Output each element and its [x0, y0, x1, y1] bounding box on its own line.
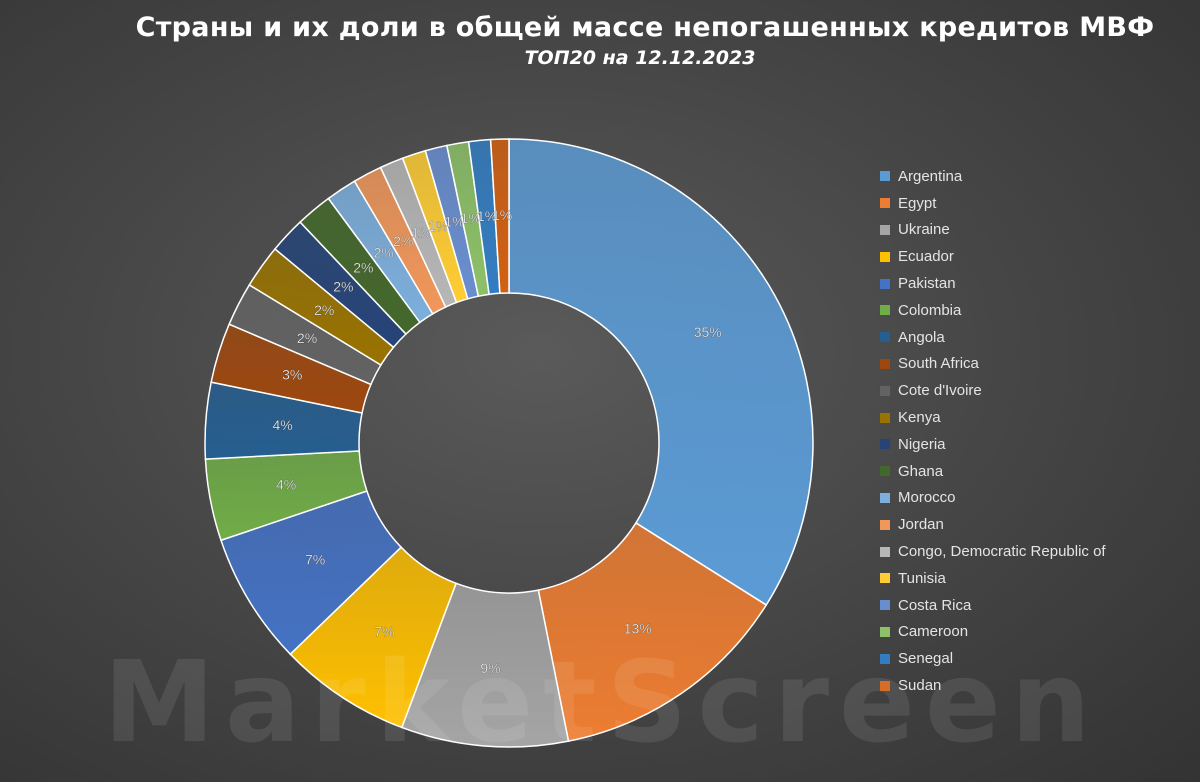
legend-swatch [880, 224, 890, 235]
legend-item: Cote d'Ivoire [880, 377, 1106, 404]
legend-swatch [880, 680, 890, 691]
data-label: 35% [694, 324, 722, 340]
data-label: 2% [297, 330, 317, 346]
data-label: 7% [305, 552, 325, 568]
data-label: 2% [353, 260, 373, 276]
legend-label: Congo, Democratic Republic of [898, 543, 1106, 561]
data-label: 9% [480, 660, 500, 676]
legend-swatch [880, 653, 890, 664]
legend-label: Argentina [898, 167, 963, 185]
legend-swatch [880, 278, 890, 289]
legend-label: Nigeria [898, 435, 946, 453]
data-label: 1% [411, 224, 431, 240]
data-label: 1% [477, 208, 497, 224]
legend-label: Senegal [898, 650, 954, 668]
chart-subtitle: ТОП20 на 12.12.2023 [524, 47, 756, 69]
legend-swatch [880, 546, 890, 557]
legend-swatch [880, 439, 890, 450]
legend-label: Ecuador [898, 248, 954, 266]
data-label: 1% [428, 218, 448, 234]
legend-label: Tunisia [898, 569, 946, 587]
legend-item: Kenya [880, 404, 1106, 431]
slice-argentina [508, 138, 814, 607]
legend-swatch [880, 332, 890, 343]
legend-item: Senegal [880, 645, 1106, 672]
legend-swatch [880, 466, 890, 477]
data-label: 1% [492, 207, 512, 223]
legend-label: Kenya [898, 409, 941, 427]
data-label: 3% [282, 366, 302, 382]
legend-swatch [880, 492, 890, 503]
chart-title: Страны и их доли в общей массе непогашен… [135, 12, 1155, 43]
legend-item: Cameroon [880, 619, 1106, 646]
legend-item: Tunisia [880, 565, 1106, 592]
legend-swatch [880, 305, 890, 316]
legend-swatch [880, 171, 890, 182]
data-label: 4% [276, 476, 296, 492]
legend-item: Colombia [880, 297, 1106, 324]
legend-swatch [880, 251, 890, 262]
legend-item: Pakistan [880, 270, 1106, 297]
legend-swatch [880, 519, 890, 530]
legend-label: Pakistan [898, 275, 956, 293]
slice-sudan [489, 138, 510, 295]
data-label: 7% [374, 623, 394, 639]
legend-item: Costa Rica [880, 592, 1106, 619]
legend-label: Colombia [898, 301, 962, 319]
data-label: 1% [461, 210, 481, 226]
legend-label: Costa Rica [898, 596, 972, 614]
legend-item: Morocco [880, 485, 1106, 512]
data-label: 2% [333, 279, 353, 295]
legend-swatch [880, 600, 890, 611]
legend-label: Cameroon [898, 623, 969, 641]
legend-swatch [880, 358, 890, 369]
legend-item: Egypt [880, 190, 1106, 217]
data-label: 1% [444, 213, 464, 229]
legend-item: Ukraine [880, 217, 1106, 244]
legend-item: Ghana [880, 458, 1106, 485]
data-label: 2% [393, 233, 413, 249]
data-label: 13% [624, 621, 652, 637]
legend-label: Morocco [898, 489, 956, 507]
legend-label: Angola [898, 328, 945, 346]
legend-swatch [880, 198, 890, 209]
legend-item: South Africa [880, 351, 1106, 378]
legend-swatch [880, 412, 890, 423]
data-label: 4% [273, 417, 293, 433]
slice-egypt [537, 521, 768, 743]
watermark: MarketScreen [103, 638, 1101, 768]
legend-item: Argentina [880, 163, 1106, 190]
legend-label: South Africa [898, 355, 979, 373]
legend-label: Jordan [898, 516, 944, 534]
legend-label: Ghana [898, 462, 944, 480]
legend-swatch [880, 573, 890, 584]
legend-item: Angola [880, 324, 1106, 351]
data-label: 2% [374, 244, 394, 260]
legend-label: Ukraine [898, 221, 950, 239]
legend-label: Sudan [898, 677, 942, 695]
legend-label: Egypt [898, 194, 937, 212]
legend-item: Congo, Democratic Republic of [880, 538, 1106, 565]
chart-legend: Argentina Egypt Ukraine Ecuador Pakistan Colo… [880, 163, 1106, 699]
legend-item: Ecuador [880, 243, 1106, 270]
legend-swatch [880, 385, 890, 396]
data-label: 2% [314, 302, 334, 318]
legend-item: Sudan [880, 672, 1106, 699]
legend-label: Cote d'Ivoire [898, 382, 982, 400]
legend-item: Nigeria [880, 431, 1106, 458]
legend-swatch [880, 626, 890, 637]
legend-item: Jordan [880, 511, 1106, 538]
